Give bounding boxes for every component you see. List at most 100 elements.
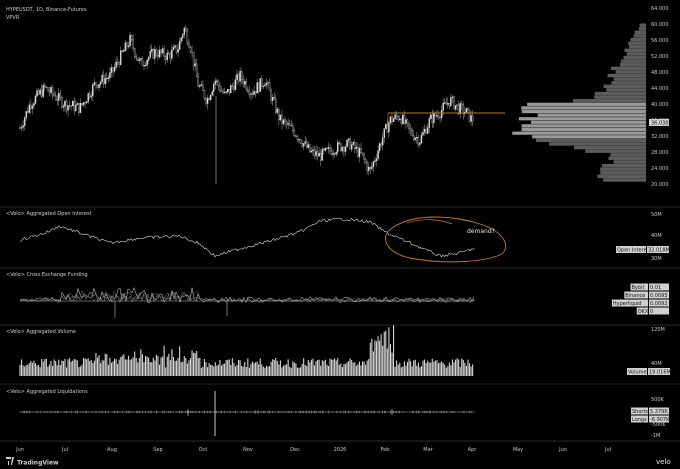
volume-bar <box>451 359 453 376</box>
volume-bar <box>465 366 467 376</box>
volume-bar <box>129 359 131 376</box>
candle-body <box>426 127 429 134</box>
oi-pane-title[interactable]: <Velo> Aggregated Open Interest <box>6 211 92 217</box>
volume-bar <box>75 359 77 376</box>
volume-bar <box>61 360 63 376</box>
funding-pane-title[interactable]: <Velo> Cross Exchange Funding <box>6 272 88 278</box>
volume-bar <box>402 366 404 376</box>
liq-badge-label-bg <box>631 407 648 415</box>
candle-body <box>414 137 416 140</box>
symbol-title[interactable]: HYPEUSDT, 1D, Binance-Futures <box>6 7 87 13</box>
demand-annotation[interactable]: demand? <box>467 228 495 235</box>
candle-body <box>383 128 385 139</box>
volume-bar <box>458 359 460 376</box>
profile-bar <box>597 174 647 179</box>
volume-bar <box>310 359 312 376</box>
volume-bar <box>410 361 412 376</box>
volume-bar <box>357 364 359 376</box>
candle-body <box>399 118 401 121</box>
volume-bar <box>248 367 250 376</box>
candle-body <box>78 103 80 113</box>
profile-bar <box>639 23 647 27</box>
oi-axis-50m: 50M <box>651 212 662 218</box>
candle-body <box>442 102 444 111</box>
volume-bar <box>149 362 151 376</box>
time-tick-label: Dec <box>290 447 300 453</box>
volume-bar <box>56 365 58 376</box>
candle-body <box>408 122 410 129</box>
volume-bar <box>448 362 450 376</box>
demand-ellipse[interactable] <box>385 216 506 263</box>
candle-body <box>318 153 320 157</box>
liquidations-pane-title[interactable]: <Velo> Aggregated Liquidations <box>6 389 88 395</box>
volume-pane-title[interactable]: <Velo> Aggregated Volume <box>6 329 76 335</box>
volume-bar <box>369 342 371 376</box>
volume-bar <box>96 357 99 376</box>
time-tick-label: Jul <box>604 447 611 453</box>
candle-body <box>113 66 116 72</box>
candle-body <box>127 45 130 47</box>
candle-body <box>240 71 243 80</box>
volume-bar <box>109 357 111 376</box>
candle-body <box>188 42 190 48</box>
oi-axis-40m: 40M <box>651 233 662 239</box>
candle-body <box>456 104 458 106</box>
candle-body <box>213 83 215 92</box>
candle-body <box>116 61 119 64</box>
candle-body <box>33 103 35 107</box>
candle-body <box>358 148 361 157</box>
candle-body <box>309 144 311 153</box>
volume-bar <box>293 362 295 376</box>
funding-badge-value: 0.01 <box>650 285 661 291</box>
vpvr-label[interactable]: VPVR <box>6 15 20 21</box>
volume-bar <box>382 345 384 376</box>
time-axis[interactable]: Jun Jul Aug Sep Oct Nov Dec 2026 Feb Mar Apr May Jun… <box>15 447 611 453</box>
volume-bar <box>171 349 173 376</box>
candle-body <box>430 114 432 119</box>
volume-bar <box>241 365 243 376</box>
volume-bar <box>317 360 319 376</box>
volume-bar <box>73 359 75 376</box>
volume-bar <box>193 352 195 376</box>
volume-bar <box>152 357 154 376</box>
candle-body <box>197 76 199 87</box>
tradingview-text: TradingView <box>17 460 59 467</box>
candle-body <box>349 138 351 150</box>
candle-body <box>236 74 238 80</box>
profile-bar <box>620 63 647 67</box>
volume-bar <box>456 358 458 376</box>
candle-body <box>360 148 362 154</box>
volume-bar <box>461 358 463 376</box>
profile-bar <box>532 135 647 139</box>
candle-body <box>326 147 328 150</box>
candle-body <box>256 82 258 94</box>
volume-bar <box>408 358 410 376</box>
tradingview-logo[interactable]: TradingView <box>6 457 59 467</box>
time-tick-label: 2026 <box>334 447 347 453</box>
candle-body <box>234 79 237 91</box>
velo-logo: velo <box>656 458 671 466</box>
candle-body <box>42 85 44 97</box>
volume-bar <box>406 361 409 376</box>
profile-bar <box>521 124 647 128</box>
volume-bar <box>126 359 128 376</box>
volume-bar <box>207 367 209 376</box>
candle-body <box>61 97 63 108</box>
candle-body <box>278 109 280 121</box>
profile-bar <box>613 77 647 81</box>
candle-body <box>226 89 229 92</box>
volume-bar <box>388 327 390 376</box>
candle-body <box>120 50 122 65</box>
funding-badge-label <box>624 291 648 299</box>
volume-bar <box>104 353 106 376</box>
volume-bar <box>309 362 311 376</box>
volume-bar <box>334 358 336 376</box>
candle-body <box>51 87 54 95</box>
candle-body <box>185 27 187 32</box>
candle-body <box>126 42 128 47</box>
volume-bars <box>19 325 474 376</box>
candle-body <box>90 95 93 98</box>
volume-bar <box>303 358 305 376</box>
volume-bar <box>182 361 184 376</box>
